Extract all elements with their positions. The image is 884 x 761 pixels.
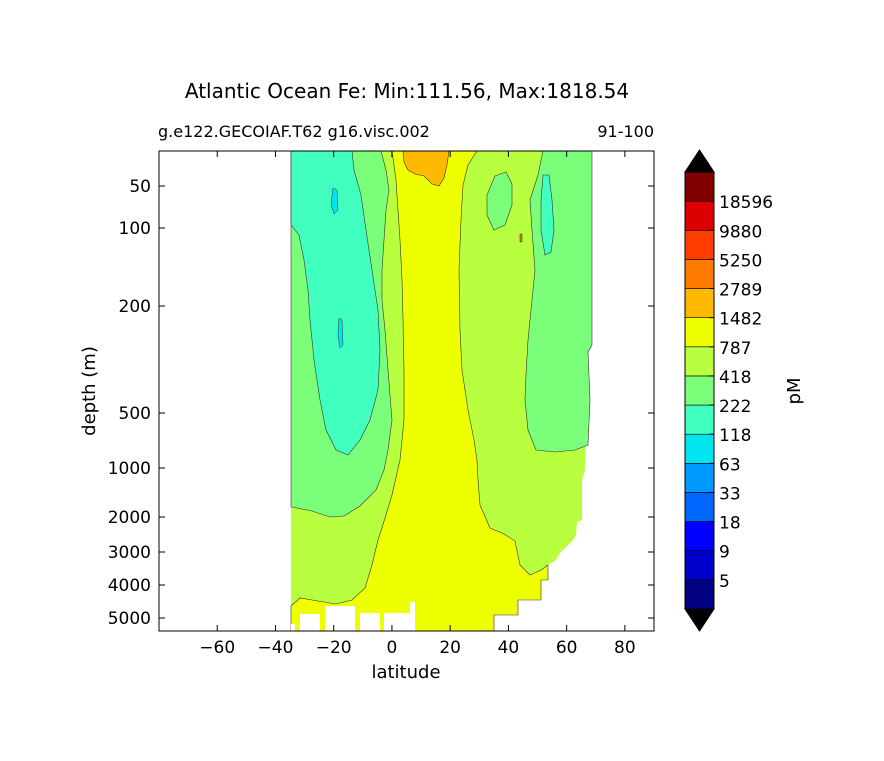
x-tick-label: −60 [199,638,235,658]
colorbar-segment [684,579,715,610]
colorbar-segment [684,375,715,406]
colorbar-extend-min [684,608,715,632]
bathymetry-mask [291,602,415,631]
contour-fill-118-222-north [540,174,555,256]
x-axis: −60 −40 −20 0 20 40 60 80 [199,151,636,658]
y-tick-label: 3000 [108,543,151,563]
colorbar-segment [684,433,715,464]
x-tick-label: −20 [316,638,352,658]
y-axis-label: depth (m) [79,346,100,436]
colorbar-tick-label: 118 [719,426,751,446]
colorbar-tick-label: 787 [719,339,751,359]
chart-subtitle-right: 91-100 [597,122,654,141]
contour-fill-222-418-blob [486,171,513,231]
colorbar-segment [684,521,715,552]
y-tick-label: 100 [119,219,151,239]
y-tick-label: 2000 [108,508,151,528]
colorbar-tick-label: 222 [719,397,751,417]
colorbar-segment [684,259,715,289]
colorbar-segment [684,492,715,522]
contour-field [290,151,593,631]
colorbar-tick-label: 9 [719,543,730,563]
colorbar-tick-label: 9880 [719,222,762,242]
x-tick-label: 40 [498,638,520,658]
colorbar-segment [684,346,715,377]
y-tick-label: 4000 [108,576,151,596]
colorbar-segment [684,463,715,493]
colorbar-tick-label: 18 [719,514,741,534]
colorbar-tick-label: 418 [719,368,751,388]
colorbar-segment [684,229,715,260]
y-axis: 50 100 200 500 1000 2000 3000 4000 5000 [108,177,654,629]
plot-frame [158,150,655,632]
x-tick-label: 80 [614,638,636,658]
x-tick-label: 60 [556,638,578,658]
contour-fill-1482-2789 [402,151,450,187]
colorbar-segment [684,550,715,581]
x-tick-label: 20 [439,638,461,658]
colorbar-segment [684,171,715,202]
colorbar-extend-max [684,149,715,173]
colorbar-frame [684,171,715,610]
contour-spot-south-b [337,317,344,349]
colorbar-tick-label: 5250 [719,251,762,271]
y-tick-label: 500 [119,404,151,424]
colorbar-segment [684,404,715,435]
contour-spot-north [519,233,523,243]
contour-fill-118-222-south [290,151,381,456]
chart-subtitle-left: g.e122.GECOIAF.T62 g16.visc.002 [158,122,430,141]
plot-area: −60 −40 −20 0 20 40 60 80 50 100 200 500 1000 2000 30… [79,150,655,683]
y-tick-label: 5000 [108,609,151,629]
colorbar-tick-label: 18596 [719,193,773,213]
contour-fill-787-1482 [290,151,549,631]
colorbar-tick-label: 63 [719,455,741,475]
y-tick-label: 200 [119,297,151,317]
contour-spot-south-a [330,187,339,215]
x-axis-label: latitude [371,662,440,683]
chart-title: Atlantic Ocean Fe: Min:111.56, Max:1818.… [185,79,629,103]
x-tick-label: −40 [258,638,294,658]
colorbar: 5 9 18 33 63 118 222 418 787 1482 2789 5250 9880 1859… [684,149,773,632]
colorbar-segment [684,200,715,231]
y-tick-label: 1000 [108,459,151,479]
colorbar-tick-label: 1482 [719,310,762,330]
colorbar-tick-label: 5 [719,572,730,592]
x-tick-label: 0 [387,638,398,658]
colorbar-tick-label: 2789 [719,281,762,301]
colorbar-segment [684,317,715,348]
colorbar-tick-label: 33 [719,484,741,504]
y-tick-label: 50 [129,177,151,197]
colorbar-label: pM [784,378,805,405]
contour-fill-222-418-north [524,151,593,453]
colorbar-segment [684,288,715,318]
